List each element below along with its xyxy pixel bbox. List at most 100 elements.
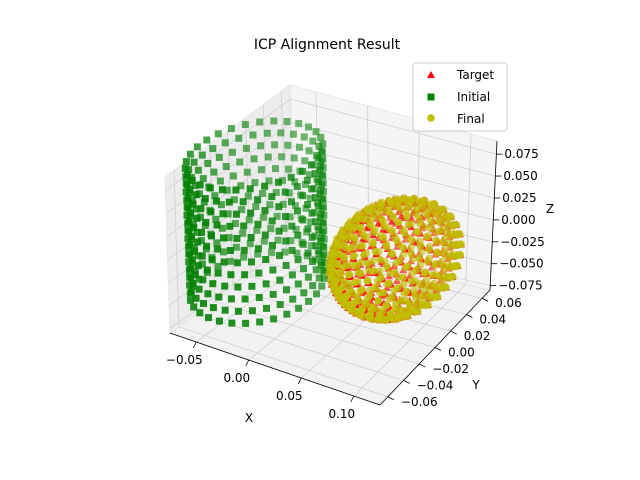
point-final — [407, 243, 416, 252]
point-initial — [214, 269, 222, 277]
point-initial — [226, 222, 234, 230]
point-initial — [308, 209, 316, 217]
point-final — [435, 227, 444, 235]
y-axis-label: Y — [471, 378, 480, 392]
point-initial — [244, 192, 252, 200]
point-initial — [246, 240, 254, 248]
point-initial — [213, 239, 221, 247]
point-initial — [316, 162, 324, 170]
point-initial — [230, 196, 238, 204]
point-final — [376, 207, 385, 215]
point-initial — [255, 269, 263, 277]
point-initial — [294, 256, 302, 264]
point-initial — [299, 216, 307, 224]
point-initial — [288, 222, 296, 230]
point-initial — [222, 163, 230, 170]
point-initial — [291, 178, 299, 186]
point-final — [333, 251, 342, 259]
point-final — [445, 262, 453, 270]
point-final — [377, 273, 385, 282]
point-initial — [315, 202, 322, 210]
point-final — [366, 208, 375, 216]
point-initial — [319, 219, 327, 226]
point-initial — [280, 224, 288, 232]
point-final — [378, 215, 386, 224]
point-initial — [318, 147, 326, 155]
point-initial — [300, 265, 307, 273]
point-initial — [318, 195, 326, 203]
point-initial — [183, 211, 191, 219]
point-initial — [275, 203, 283, 211]
y-tick-label: 0.04 — [479, 313, 506, 327]
point-initial — [203, 136, 211, 144]
point-final — [393, 284, 402, 292]
point-initial — [266, 201, 274, 209]
point-initial — [270, 117, 278, 125]
point-final — [388, 293, 396, 302]
point-initial — [187, 209, 195, 217]
point-final — [330, 282, 339, 290]
point-initial — [264, 153, 272, 161]
point-final — [392, 236, 401, 245]
point-initial — [215, 153, 223, 161]
point-final — [390, 268, 399, 277]
point-final — [416, 241, 425, 250]
z-tick-label: 0.025 — [502, 191, 536, 205]
point-final — [369, 304, 378, 313]
point-initial — [240, 246, 248, 254]
point-initial — [208, 256, 216, 264]
y-tick-label: 0.00 — [448, 346, 475, 360]
point-final — [374, 297, 382, 306]
point-initial — [215, 293, 223, 301]
point-initial — [233, 259, 241, 267]
point-final — [430, 283, 439, 291]
point-final — [336, 284, 345, 293]
point-initial — [308, 185, 316, 193]
y-tick — [387, 396, 395, 401]
point-initial — [300, 133, 308, 141]
point-initial — [228, 148, 236, 156]
point-initial — [227, 271, 235, 279]
point-initial — [295, 304, 303, 312]
point-final — [416, 219, 425, 228]
y-tick — [434, 347, 442, 351]
legend-marker-final — [427, 114, 435, 122]
point-final — [446, 239, 454, 248]
point-initial — [272, 189, 280, 196]
point-final — [361, 299, 369, 308]
point-initial — [225, 198, 233, 206]
point-initial — [248, 282, 256, 290]
point-final — [427, 205, 435, 213]
point-initial — [317, 133, 325, 141]
point-initial — [256, 118, 264, 126]
point-initial — [192, 205, 200, 213]
point-initial — [182, 188, 190, 196]
point-initial — [184, 226, 192, 234]
point-final — [348, 243, 357, 252]
point-final — [397, 296, 405, 305]
point-initial — [248, 307, 256, 315]
point-initial — [254, 220, 262, 228]
point-final — [351, 233, 359, 242]
x-tick — [245, 359, 250, 367]
z-tick-label: 0.000 — [501, 213, 535, 227]
point-initial — [258, 166, 265, 174]
point-final — [387, 201, 395, 209]
point-initial — [299, 192, 307, 200]
point-initial — [182, 180, 190, 188]
point-initial — [215, 317, 223, 325]
point-initial — [220, 234, 227, 242]
point-initial — [233, 235, 241, 242]
point-final — [402, 287, 411, 296]
point-initial — [184, 194, 192, 202]
point-final — [443, 229, 451, 237]
point-initial — [185, 250, 193, 258]
point-final — [411, 290, 419, 298]
point-initial — [318, 171, 326, 179]
point-initial — [182, 158, 190, 166]
point-initial — [319, 242, 327, 250]
point-initial — [248, 258, 255, 266]
point-final — [329, 267, 338, 276]
point-final — [383, 262, 391, 271]
point-initial — [190, 303, 198, 311]
